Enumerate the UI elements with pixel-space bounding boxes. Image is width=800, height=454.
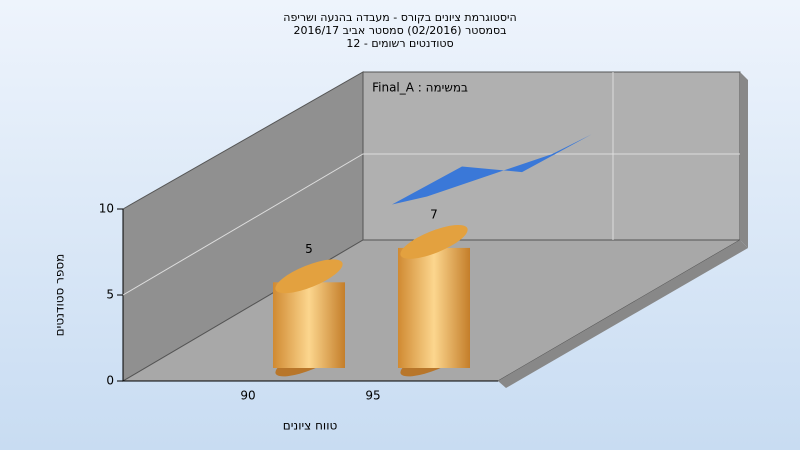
title-line: סטודנטים רשומים - 12 bbox=[346, 37, 453, 50]
title-line: בסמסטר (02/2016) סמסטר אביב 2016/17 bbox=[293, 24, 506, 37]
bar-top bbox=[275, 259, 343, 294]
value-label: 5 bbox=[305, 242, 313, 256]
grid-line bbox=[122, 153, 740, 296]
wall-edge bbox=[740, 72, 748, 248]
bar-top bbox=[400, 225, 468, 259]
y-axis-label: מספר סטודנטים bbox=[53, 254, 67, 337]
bar bbox=[398, 247, 470, 368]
title-line: היסטוגרמת ציונים בקורס - מעבדה בהנעה ושר… bbox=[283, 11, 516, 24]
floor-edge bbox=[498, 240, 748, 388]
bar bbox=[273, 282, 345, 368]
y-tick-label: 5 bbox=[106, 288, 114, 302]
value-label: 7 bbox=[430, 207, 438, 221]
x-axis-label: טווח ציונים bbox=[283, 419, 338, 433]
annotation: Final_A : במשימה bbox=[372, 81, 468, 95]
x-tick-label: 95 bbox=[365, 389, 380, 403]
x-tick-label: 90 bbox=[240, 389, 255, 403]
y-tick-label: 10 bbox=[99, 202, 114, 216]
line-ribbon bbox=[392, 134, 592, 205]
y-tick-label: 0 bbox=[106, 374, 114, 388]
